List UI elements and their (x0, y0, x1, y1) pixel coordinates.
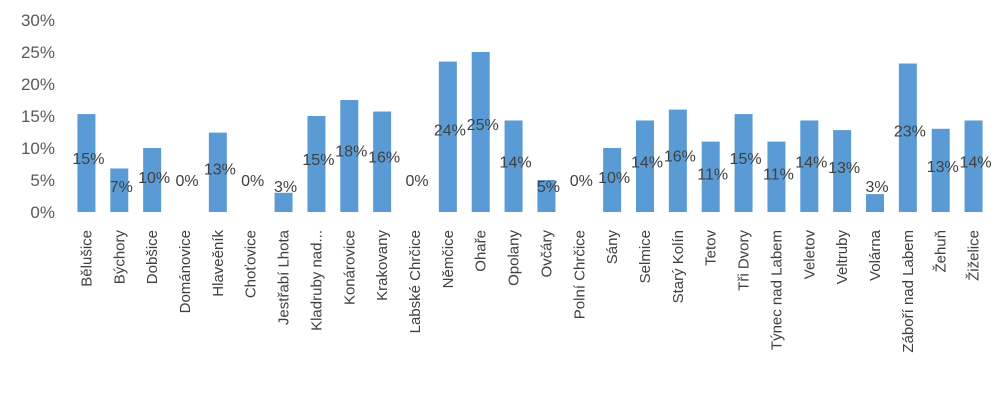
data-label: 23% (894, 123, 926, 140)
y-tick-label: 30% (21, 11, 55, 30)
data-label: 0% (570, 173, 593, 190)
data-label: 5% (537, 179, 560, 196)
data-label: 16% (664, 149, 696, 166)
data-label: 18% (335, 143, 367, 160)
data-label: 7% (110, 179, 133, 196)
bar (636, 120, 654, 212)
x-tick-label: Ohaře (473, 230, 490, 272)
data-label: 14% (631, 155, 663, 172)
y-tick-label: 5% (30, 171, 55, 190)
bar (701, 141, 720, 212)
x-tick-label: Tři Dvory (736, 230, 753, 291)
data-label: 14% (960, 155, 992, 172)
y-tick-label: 20% (21, 75, 55, 94)
bar (964, 120, 983, 212)
bar (504, 120, 523, 212)
data-label: 0% (175, 173, 198, 190)
data-label: 11% (697, 166, 728, 183)
x-axis: Bělušice Býchory Dobšice Dománovice Hlaveění… (78, 229, 982, 352)
x-tick-label: Veltruby (834, 230, 851, 285)
x-tick-label: Němčice (440, 230, 457, 288)
bar (537, 180, 556, 212)
x-tick-label: Bělušice (78, 230, 95, 287)
bar (734, 114, 753, 212)
x-tick-label: Veletov (801, 230, 818, 280)
data-label: 15% (730, 151, 762, 168)
data-label: 15% (302, 152, 334, 169)
bar (833, 130, 852, 212)
x-tick-label: Týnec nad Labem (768, 230, 785, 350)
data-label: 13% (204, 161, 236, 178)
data-label: 13% (828, 160, 860, 177)
bar (603, 148, 622, 212)
x-tick-label: Konárovice (341, 230, 358, 305)
data-label: 3% (274, 179, 297, 196)
x-tick-label: Záboří nad Labem (900, 230, 917, 353)
x-tick-label: Dobšice (144, 230, 161, 284)
x-tick-label: Jestřabí Lhota (276, 229, 293, 325)
bar (668, 109, 687, 212)
bar (438, 61, 457, 212)
bar (340, 100, 359, 212)
x-tick-label: Selmice (637, 230, 654, 283)
x-tick-label: Tetov (703, 230, 720, 266)
data-label: 13% (927, 159, 959, 176)
data-label: 0% (241, 173, 264, 190)
bar (143, 148, 162, 212)
bar (471, 52, 490, 212)
bar (767, 141, 786, 212)
data-labels: 15%7%10% 0%13%0% 3%15%18% 16%0%24% 25%14%5% 0… (72, 117, 991, 196)
data-label: 10% (598, 170, 630, 187)
data-label: 15% (72, 151, 104, 168)
x-tick-label: Labské Chrčice (407, 230, 424, 333)
x-tick-label: Krakovany (374, 230, 391, 301)
bar (898, 63, 917, 212)
x-tick-label: Polní Chrčice (571, 230, 588, 319)
x-tick-label: Žiželice (966, 230, 983, 281)
x-tick-label: Sány (604, 230, 621, 265)
data-label: 3% (865, 179, 888, 196)
x-tick-label: Ovčáry (538, 230, 555, 278)
bar (274, 192, 293, 212)
bar (110, 168, 129, 212)
x-tick-label: Opolany (506, 230, 523, 286)
x-tick-label: Starý Kolín (670, 230, 687, 303)
x-tick-label: Hlaveěník (210, 230, 227, 297)
data-label: 11% (763, 166, 794, 183)
bar (208, 132, 227, 212)
data-label: 10% (138, 170, 170, 187)
data-label: 0% (405, 173, 428, 190)
bar (800, 120, 819, 212)
data-label: 24% (434, 122, 466, 139)
data-label: 16% (368, 150, 400, 167)
bar (307, 116, 326, 212)
x-tick-label: Býchory (111, 230, 128, 285)
data-label: 14% (500, 155, 532, 172)
data-label: 14% (795, 155, 827, 172)
bar (77, 114, 96, 212)
y-tick-label: 15% (21, 107, 55, 126)
x-tick-label: Choťovice (243, 230, 260, 298)
x-tick-label: Žehuň (933, 230, 950, 273)
y-axis: 0% 5% 10% 15% 20% 25% 30% (21, 11, 55, 222)
x-tick-label: Dománovice (177, 230, 194, 313)
data-label: 25% (467, 117, 499, 134)
bars (77, 52, 983, 212)
bar (866, 194, 884, 212)
bar (373, 111, 392, 212)
y-tick-label: 0% (30, 203, 55, 222)
x-tick-label: Volárna (867, 229, 884, 281)
x-tick-label: Kladruby nad... (308, 230, 325, 331)
y-tick-label: 10% (21, 139, 55, 158)
bar (931, 128, 950, 212)
y-tick-label: 25% (21, 43, 55, 62)
